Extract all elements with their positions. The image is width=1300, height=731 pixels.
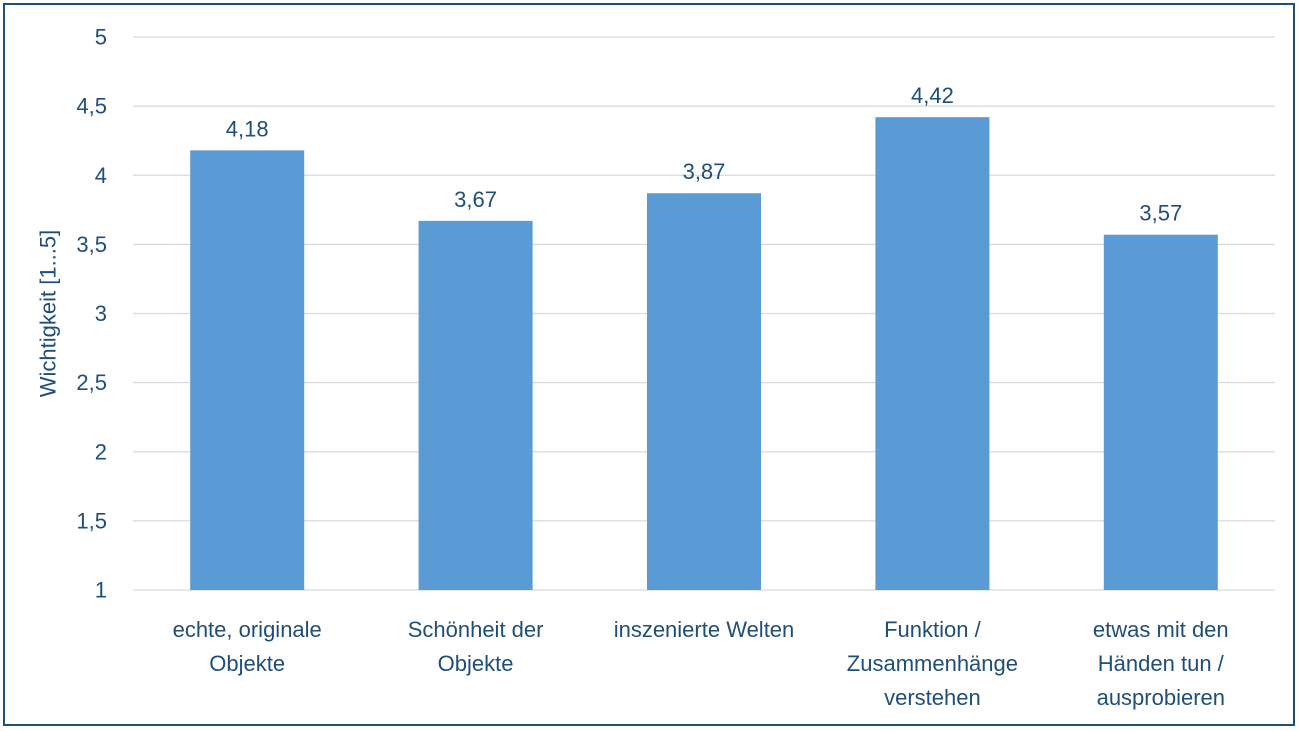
x-category-label: ausprobieren	[1097, 685, 1225, 710]
bar	[418, 220, 533, 590]
x-category-label: Funktion /	[884, 617, 981, 642]
x-category-label: etwas mit den	[1093, 617, 1229, 642]
y-tick-label: 3	[95, 301, 107, 326]
x-category-label: Händen tun /	[1098, 651, 1225, 676]
x-category-label: echte, originale	[173, 617, 322, 642]
y-tick-label: 2	[95, 439, 107, 464]
data-label: 3,67	[454, 187, 497, 212]
y-tick-label: 4	[95, 163, 107, 188]
x-category-label: Objekte	[438, 651, 514, 676]
value-labels: 4,18 3,67 3,87 4,42 3,57	[226, 83, 1182, 226]
y-axis-ticks: 1 1,5 2 2,5 3 3,5 4 4,5 5	[76, 25, 107, 603]
data-label: 4,42	[911, 83, 954, 108]
y-tick-label: 5	[95, 25, 107, 50]
x-category-label: Objekte	[209, 651, 285, 676]
x-category-label: verstehen	[884, 685, 981, 710]
bar	[875, 117, 990, 590]
x-category-label: inszenierte Welten	[614, 617, 795, 642]
bar	[647, 193, 761, 590]
y-tick-label: 1	[95, 578, 107, 603]
data-label: 4,18	[226, 116, 269, 141]
y-axis-title: Wichtigkeit [1...5]	[36, 230, 61, 398]
x-axis-categories: echte, originale Objekte Schönheit der Obje…	[173, 617, 1229, 710]
bar	[190, 150, 305, 591]
bars	[190, 117, 1218, 591]
y-tick-label: 1,5	[76, 508, 107, 533]
bar	[1103, 234, 1218, 590]
y-tick-label: 4,5	[76, 94, 107, 119]
y-tick-label: 2,5	[76, 370, 107, 395]
data-label: 3,57	[1139, 201, 1182, 226]
x-category-label: Schönheit der	[408, 617, 544, 642]
data-label: 3,87	[683, 159, 726, 184]
y-tick-label: 3,5	[76, 232, 107, 257]
x-category-label: Zusammenhänge	[847, 651, 1018, 676]
